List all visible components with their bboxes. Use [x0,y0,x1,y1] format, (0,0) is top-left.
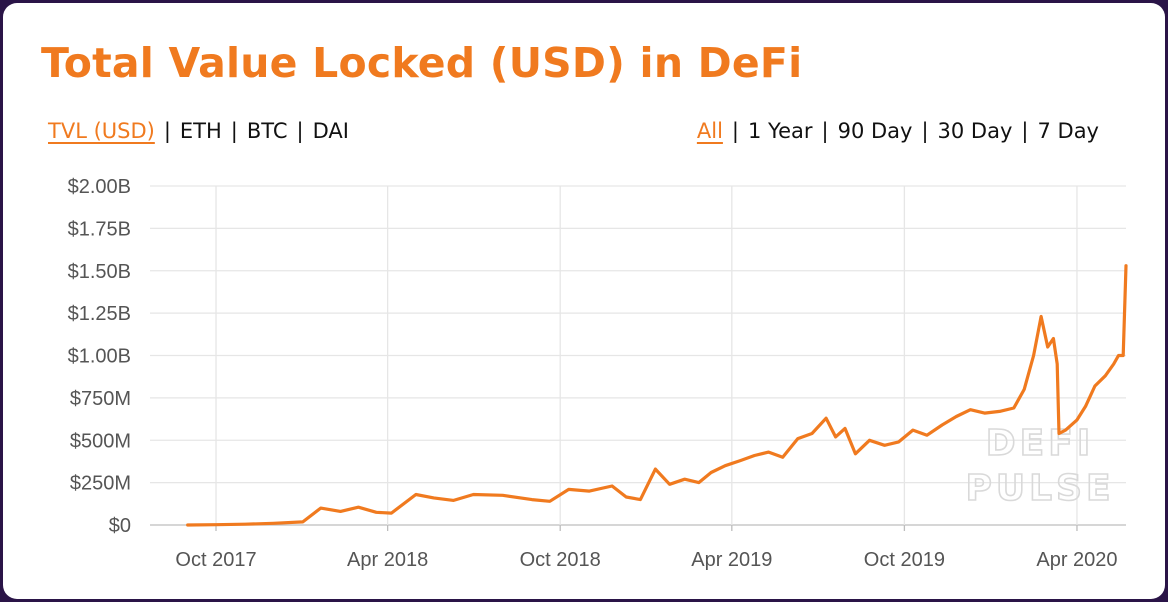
x-axis-ticks: Oct 2017 Apr 2018 Oct 2018 Apr 2019 Oct 2019… [175,549,1117,571]
y-tick-label: $1.25B [68,303,131,325]
series-group [186,264,1128,527]
y-tick-label: $750M [70,388,131,410]
x-tick-label: Apr 2018 [347,549,428,571]
chart-grid [150,185,1126,531]
y-tick-label: $250M [70,473,131,495]
y-tick-label: $1.75B [68,218,131,240]
x-tick-label: Apr 2019 [691,549,772,571]
range-toggle-group: All | 1 Year | 90 Day | 30 Day | 7 Day [697,119,1099,143]
y-tick-label: $500M [70,430,131,452]
separator: | [821,119,829,143]
y-tick-label: $1.50B [68,261,131,283]
series-line [186,264,1128,527]
y-tick-label: $2.00B [68,176,131,198]
watermark-line-2: PULSE [965,468,1114,509]
range-toggle-7-day[interactable]: 7 Day [1037,119,1099,143]
metric-toggle-tvl-usd[interactable]: TVL (USD) [48,119,155,143]
separator: | [296,119,304,143]
separator: | [1021,119,1029,143]
x-tick-label: Oct 2018 [520,549,601,571]
separator: | [163,119,171,143]
range-toggle-90-day[interactable]: 90 Day [837,119,913,143]
metric-toggle-dai[interactable]: DAI [312,119,349,143]
x-tick-label: Apr 2020 [1036,549,1117,571]
x-tick-label: Oct 2017 [175,549,256,571]
watermark-line-1: DEFI [986,423,1094,464]
metric-toggle-eth[interactable]: ETH [179,119,222,143]
metric-toggle-group: TVL (USD) | ETH | BTC | DAI [48,119,349,143]
separator: | [731,119,739,143]
range-toggle-all[interactable]: All [696,119,723,143]
x-tick-label: Oct 2019 [864,549,945,571]
separator: | [230,119,238,143]
range-toggle-30-day[interactable]: 30 Day [937,119,1013,143]
range-toggle-1-year[interactable]: 1 Year [748,119,813,143]
y-tick-label: $1.00B [68,346,131,368]
defi-pulse-watermark: DEFI PULSE [965,422,1114,510]
y-tick-label: $0 [109,515,131,537]
chart-card: Total Value Locked (USD) in DeFi TVL (US… [3,3,1165,599]
page-title: Total Value Locked (USD) in DeFi [41,39,803,87]
y-axis-ticks: $0 $250M $500M $750M $1.00B $1.25B $1.50B $1.75… [68,176,131,537]
metric-toggle-btc[interactable]: BTC [246,119,288,143]
separator: | [921,119,929,143]
